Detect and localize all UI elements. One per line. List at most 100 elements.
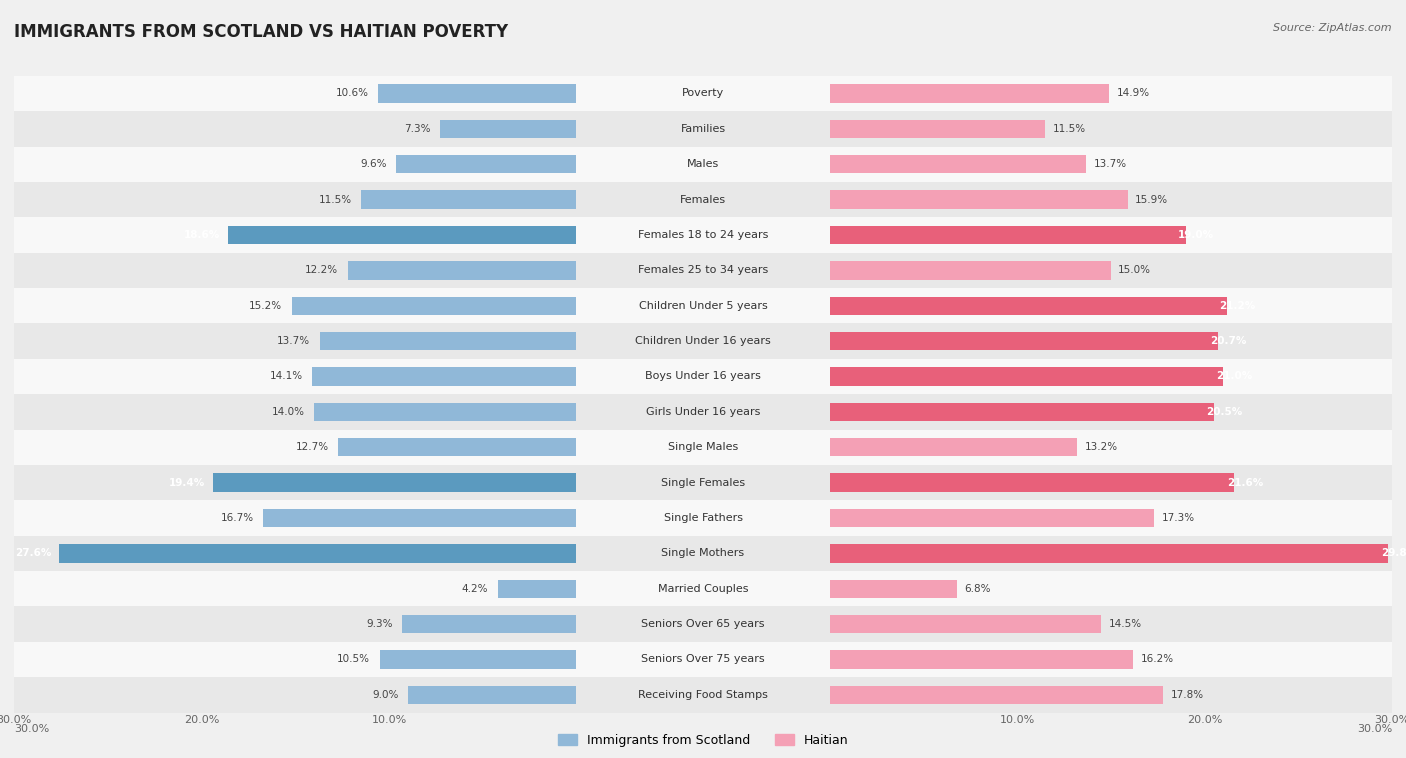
Bar [0, 288, 1406, 324]
Bar [0, 359, 1406, 394]
Bar [830, 474, 1234, 492]
Bar [440, 120, 576, 138]
Bar [0, 430, 1406, 465]
Text: 29.8%: 29.8% [1381, 548, 1406, 559]
Bar [0, 359, 1406, 394]
Bar [830, 155, 1087, 174]
Text: 16.7%: 16.7% [221, 513, 254, 523]
Bar [0, 218, 1406, 252]
Bar [830, 438, 1077, 456]
Text: 16.2%: 16.2% [1140, 654, 1174, 665]
Text: 9.0%: 9.0% [373, 690, 398, 700]
Text: 12.7%: 12.7% [295, 442, 329, 453]
Text: 17.3%: 17.3% [1161, 513, 1195, 523]
Text: Single Males: Single Males [668, 442, 738, 453]
Bar [0, 288, 1406, 324]
Text: 15.9%: 15.9% [1135, 195, 1168, 205]
Bar [0, 430, 1406, 465]
Bar [0, 324, 1406, 359]
Bar [0, 218, 1406, 252]
Text: Families: Families [681, 124, 725, 134]
Text: 9.3%: 9.3% [366, 619, 392, 629]
Text: Girls Under 16 years: Girls Under 16 years [645, 407, 761, 417]
Bar [0, 677, 1406, 713]
Bar [59, 544, 576, 562]
Text: 15.2%: 15.2% [249, 301, 283, 311]
Bar [291, 296, 576, 315]
Text: Seniors Over 65 years: Seniors Over 65 years [641, 619, 765, 629]
Bar [0, 571, 1406, 606]
Bar [0, 536, 1406, 571]
Text: 10.6%: 10.6% [336, 89, 368, 99]
Text: Seniors Over 75 years: Seniors Over 75 years [641, 654, 765, 665]
Legend: Immigrants from Scotland, Haitian: Immigrants from Scotland, Haitian [553, 728, 853, 752]
Text: 9.6%: 9.6% [360, 159, 387, 169]
Bar [0, 76, 1406, 111]
Bar [830, 262, 1111, 280]
Text: 17.8%: 17.8% [1171, 690, 1204, 700]
Bar [347, 262, 576, 280]
Bar [0, 571, 1406, 606]
Bar [830, 226, 1185, 244]
Text: 13.7%: 13.7% [1094, 159, 1128, 169]
Bar [0, 606, 1406, 642]
Text: IMMIGRANTS FROM SCOTLAND VS HAITIAN POVERTY: IMMIGRANTS FROM SCOTLAND VS HAITIAN POVE… [14, 23, 508, 41]
Text: Children Under 5 years: Children Under 5 years [638, 301, 768, 311]
Bar [0, 536, 1406, 571]
Text: 15.0%: 15.0% [1118, 265, 1152, 275]
Bar [0, 536, 1406, 571]
Text: 19.0%: 19.0% [1178, 230, 1215, 240]
Bar [312, 368, 576, 386]
Bar [0, 465, 1406, 500]
Bar [0, 324, 1406, 359]
Text: 20.5%: 20.5% [1206, 407, 1243, 417]
Bar [0, 182, 1406, 218]
Bar [0, 111, 1406, 146]
Bar [0, 677, 1406, 713]
Bar [0, 430, 1406, 465]
Text: 21.6%: 21.6% [1227, 478, 1263, 487]
Bar [228, 226, 576, 244]
Bar [830, 120, 1045, 138]
Bar [0, 394, 1406, 430]
Bar [0, 500, 1406, 536]
Bar [0, 677, 1406, 713]
Bar [0, 76, 1406, 111]
Bar [0, 252, 1406, 288]
Bar [0, 288, 1406, 324]
Bar [212, 474, 576, 492]
Bar [0, 394, 1406, 430]
Text: 12.2%: 12.2% [305, 265, 339, 275]
Bar [0, 76, 1406, 111]
Text: 21.0%: 21.0% [1216, 371, 1251, 381]
Text: 13.2%: 13.2% [1084, 442, 1118, 453]
Text: Males: Males [688, 159, 718, 169]
Text: 21.2%: 21.2% [1219, 301, 1256, 311]
Bar [0, 252, 1406, 288]
Bar [830, 402, 1213, 421]
Bar [339, 438, 576, 456]
Text: 20.7%: 20.7% [1211, 336, 1247, 346]
Bar [380, 650, 576, 669]
Bar [263, 509, 576, 527]
Bar [0, 642, 1406, 677]
Bar [0, 571, 1406, 606]
Bar [378, 84, 576, 102]
Bar [0, 465, 1406, 500]
Text: Single Fathers: Single Fathers [664, 513, 742, 523]
Text: 14.0%: 14.0% [271, 407, 305, 417]
Bar [830, 332, 1218, 350]
Bar [830, 296, 1227, 315]
Bar [0, 359, 1406, 394]
Bar [319, 332, 576, 350]
Text: Single Females: Single Females [661, 478, 745, 487]
Text: 4.2%: 4.2% [461, 584, 488, 594]
Bar [0, 182, 1406, 218]
Text: 7.3%: 7.3% [404, 124, 430, 134]
Text: 14.9%: 14.9% [1116, 89, 1150, 99]
Bar [830, 509, 1154, 527]
Text: Source: ZipAtlas.com: Source: ZipAtlas.com [1274, 23, 1392, 33]
Bar [0, 218, 1406, 252]
Text: Females: Females [681, 195, 725, 205]
Text: 30.0%: 30.0% [1357, 724, 1392, 734]
